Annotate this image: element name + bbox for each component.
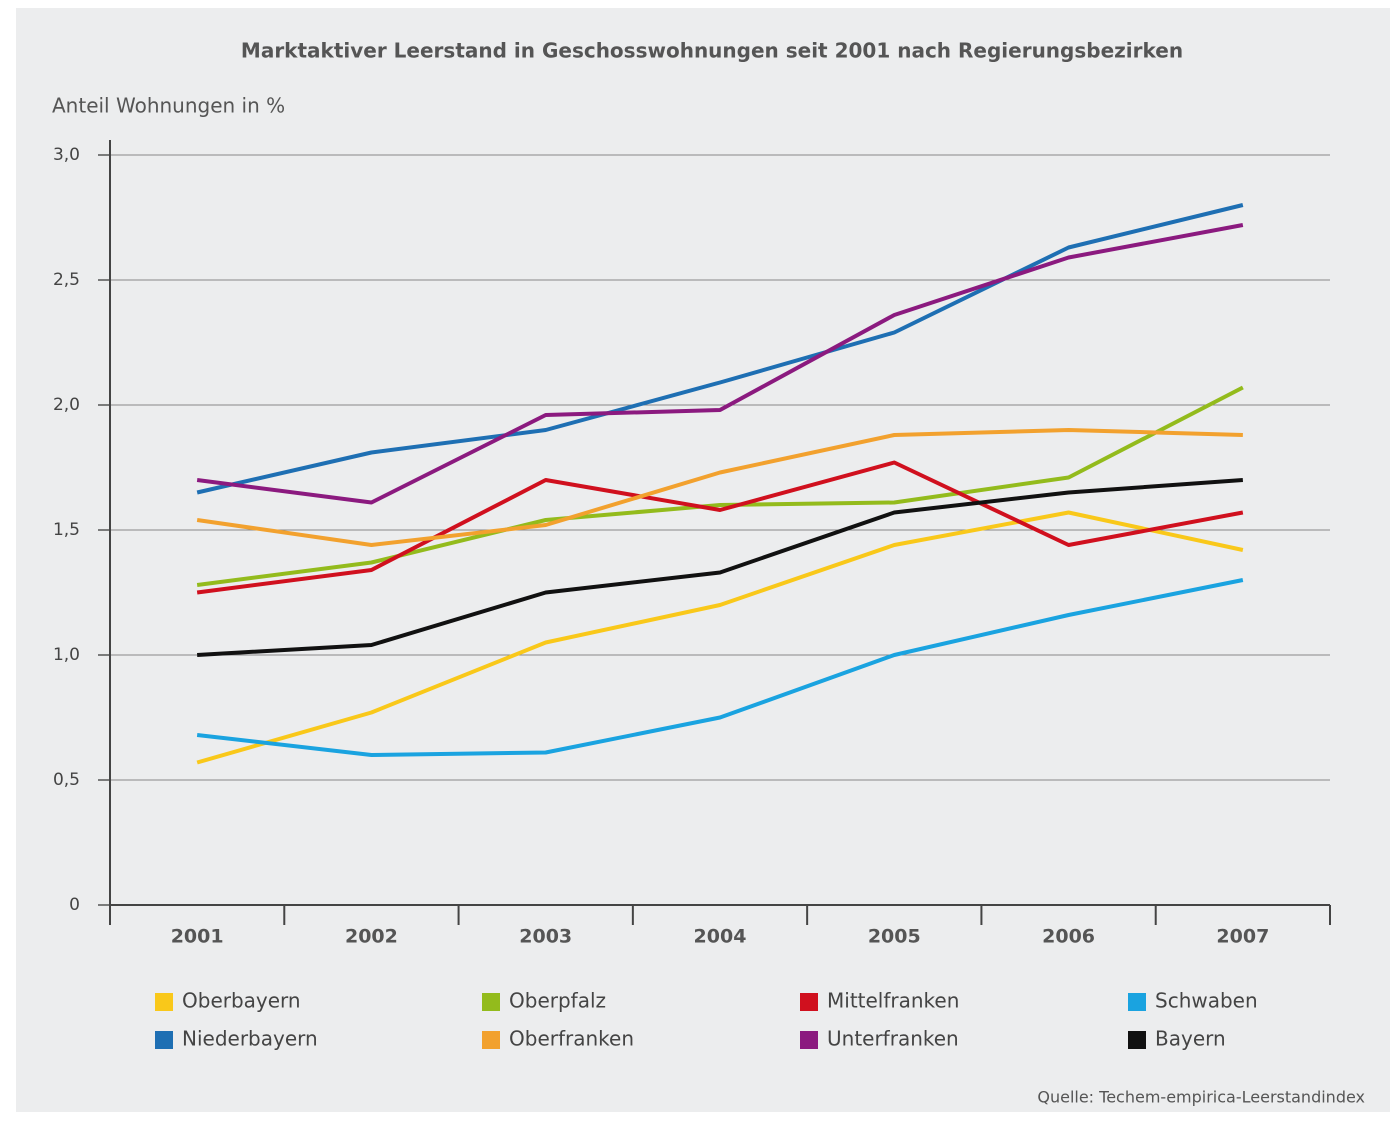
legend-label: Bayern xyxy=(1155,1027,1226,1051)
y-tick-label: 1,5 xyxy=(53,520,80,540)
legend-label: Schwaben xyxy=(1155,989,1258,1013)
legend-swatch xyxy=(155,993,173,1011)
x-tick-label: 2006 xyxy=(1042,926,1095,948)
line xyxy=(196,510,1244,765)
legend-swatch xyxy=(800,1031,818,1049)
y-tick-label: 1,0 xyxy=(53,645,80,665)
x-tick-label: 2003 xyxy=(519,926,572,948)
y-axis-label: Anteil Wohnungen in % xyxy=(52,94,285,118)
x-tick-label: 2002 xyxy=(345,926,398,948)
x-tick-label: 2004 xyxy=(694,926,747,948)
line xyxy=(197,478,1244,657)
line xyxy=(196,578,1244,757)
chart-title: Marktaktiver Leerstand in Geschosswohnun… xyxy=(241,39,1183,63)
y-tick-label: 3,0 xyxy=(53,145,80,165)
legend-swatch xyxy=(1128,993,1146,1011)
legend-swatch xyxy=(155,1031,173,1049)
legend-label: Oberfranken xyxy=(509,1027,634,1051)
line xyxy=(196,428,1243,547)
legend-swatch xyxy=(1128,1031,1146,1049)
legend-label: Unterfranken xyxy=(827,1027,959,1051)
legend-label: Oberpfalz xyxy=(509,989,606,1013)
x-tick-label: 2001 xyxy=(171,926,224,948)
legend-swatch xyxy=(800,993,818,1011)
legend-swatch xyxy=(482,1031,500,1049)
x-tick-label: 2007 xyxy=(1216,926,1269,948)
x-tick-label: 2005 xyxy=(868,926,921,948)
line xyxy=(196,203,1244,495)
y-tick-label: 0 xyxy=(69,895,80,915)
source: Quelle: Techem-empirica-Leerstandindex xyxy=(1037,1088,1365,1107)
y-tick-label: 2,0 xyxy=(53,395,80,415)
y-tick-label: 0,5 xyxy=(53,770,80,790)
y-tick-label: 2,5 xyxy=(53,270,80,290)
legend-label: Oberbayern xyxy=(182,989,301,1013)
line xyxy=(196,460,1244,595)
legend-label: Niederbayern xyxy=(182,1027,318,1051)
legend-swatch xyxy=(482,993,500,1011)
legend-label: Mittelfranken xyxy=(827,989,959,1013)
line xyxy=(196,385,1244,587)
line xyxy=(196,223,1244,505)
background xyxy=(16,8,1390,1112)
